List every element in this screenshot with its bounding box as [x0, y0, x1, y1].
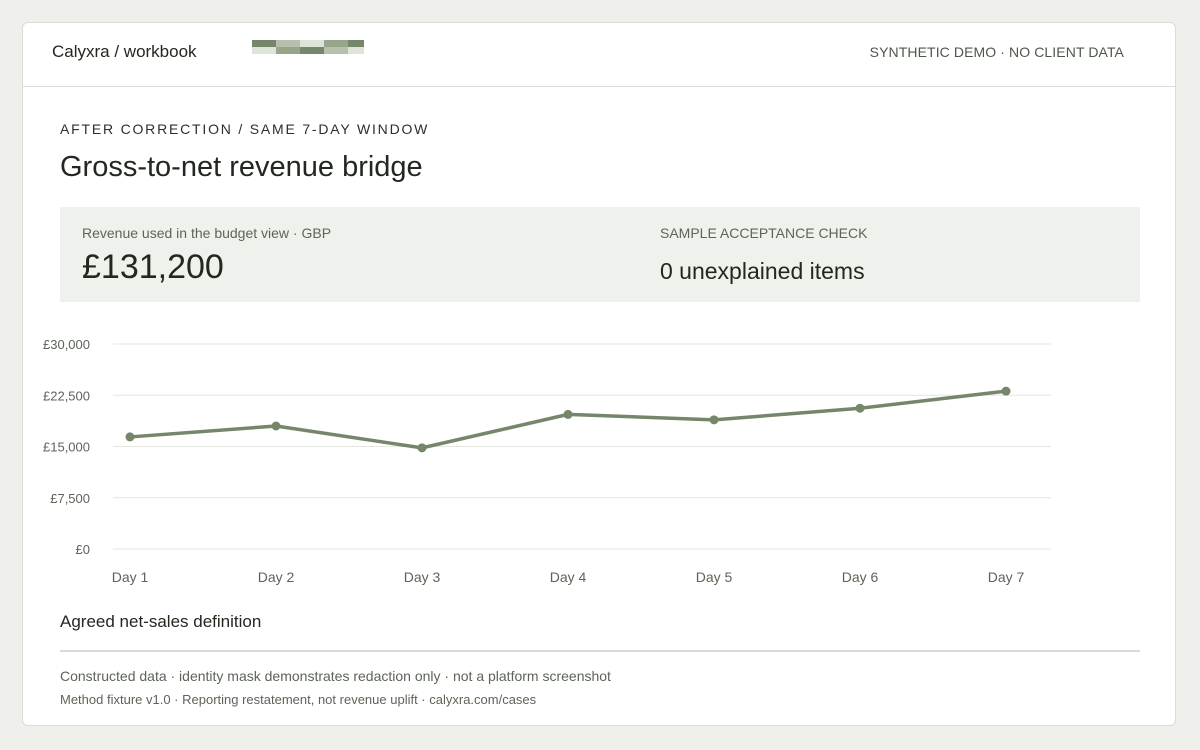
- x-tick-label: Day 3: [404, 569, 441, 585]
- mask-cell: [316, 40, 324, 47]
- synthetic-demo-notice: SYNTHETIC DEMO · NO CLIENT DATA: [869, 44, 1124, 60]
- y-tick-label: £22,500: [43, 388, 90, 403]
- data-point: [125, 432, 135, 442]
- mask-cell: [308, 40, 316, 47]
- x-tick-label: Day 1: [112, 569, 149, 585]
- data-point: [855, 403, 865, 413]
- mask-cell: [332, 40, 340, 47]
- data-point: [709, 415, 719, 425]
- mask-cell: [252, 40, 260, 47]
- mask-cell: [308, 47, 316, 54]
- mask-cell: [260, 40, 268, 47]
- footer-disclaimer: Constructed data · identity mask demonst…: [60, 668, 611, 684]
- mask-cell: [316, 47, 324, 54]
- revenue-line-chart: £0 £7,500 £15,000 £22,500 £30,000 Day 1 Day 2 D…: [23, 323, 1175, 603]
- data-point: [271, 421, 281, 431]
- mask-cell: [276, 40, 284, 47]
- brand-breadcrumb[interactable]: Calyxra / workbook: [52, 42, 197, 61]
- mask-cell: [348, 47, 356, 54]
- chart-svg: £0 £7,500 £15,000 £22,500 £30,000 Day 1 Day 2 D…: [43, 337, 1051, 585]
- top-bar: Calyxra / workbook SYNTHETIC DEMO · NO C…: [23, 23, 1175, 87]
- y-tick-label: £15,000: [43, 440, 90, 455]
- mask-cell: [252, 47, 260, 54]
- page-eyebrow: AFTER CORRECTION / SAME 7-DAY WINDOW: [60, 121, 430, 137]
- mask-cell: [300, 40, 308, 47]
- mask-cell: [284, 40, 292, 47]
- mask-cell: [356, 47, 364, 54]
- revenue-label: Revenue used in the budget view · GBP: [82, 225, 332, 241]
- footer-method: Method fixture v1.0 · Reporting restatem…: [60, 692, 537, 707]
- x-tick-label: Day 2: [258, 569, 295, 585]
- y-tick-label: £30,000: [43, 337, 90, 352]
- divider: [60, 650, 1140, 652]
- data-point: [563, 409, 573, 419]
- mask-cell: [348, 40, 356, 47]
- x-tick-label: Day 4: [550, 569, 587, 585]
- x-tick-label: Day 6: [842, 569, 879, 585]
- mask-cell: [340, 40, 348, 47]
- mask-cell: [340, 47, 348, 54]
- page-title: Gross-to-net revenue bridge: [60, 151, 423, 183]
- acceptance-check-value: 0 unexplained items: [660, 258, 865, 284]
- mask-cell: [268, 40, 276, 47]
- mask-cell: [300, 47, 308, 54]
- identity-mask: [252, 40, 364, 54]
- mask-cell: [260, 47, 268, 54]
- mask-cell: [324, 47, 332, 54]
- y-tick-label: £7,500: [50, 491, 90, 506]
- series-line: [128, 389, 1008, 450]
- mask-cell: [332, 47, 340, 54]
- revenue-value: £131,200: [82, 248, 224, 286]
- mask-cell: [292, 40, 300, 47]
- x-tick-label: Day 5: [696, 569, 733, 585]
- y-tick-label: £0: [76, 542, 90, 557]
- x-tick-label: Day 7: [988, 569, 1025, 585]
- mask-cell: [356, 40, 364, 47]
- mask-cell: [268, 47, 276, 54]
- workbook-card: Calyxra / workbook SYNTHETIC DEMO · NO C…: [22, 22, 1176, 726]
- kpi-panel: Revenue used in the budget view · GBP £1…: [60, 207, 1140, 302]
- data-point: [1001, 386, 1011, 396]
- mask-cell: [284, 47, 292, 54]
- acceptance-check-label: SAMPLE ACCEPTANCE CHECK: [660, 225, 868, 241]
- mask-cell: [292, 47, 300, 54]
- mask-cell: [324, 40, 332, 47]
- data-point: [417, 443, 427, 453]
- mask-cell: [276, 47, 284, 54]
- net-sales-definition-label: Agreed net-sales definition: [60, 612, 262, 631]
